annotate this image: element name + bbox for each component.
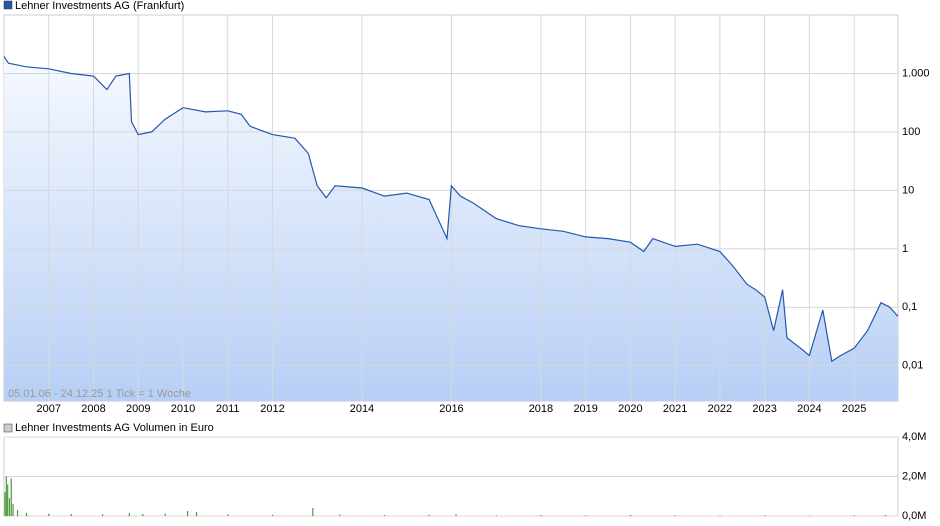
volume-bar <box>540 515 542 516</box>
annotation: 05.01.06 - 24.12.25 1 Tick = 1 Woche <box>8 388 191 400</box>
volume-bar <box>70 514 72 516</box>
x-tick-label: 2016 <box>439 403 463 415</box>
x-tick-label: 2019 <box>573 403 597 415</box>
volume-bar <box>853 515 855 516</box>
volume-bar <box>383 515 386 516</box>
y-tick-label: 4,0M <box>902 431 926 443</box>
volume-bar <box>25 513 28 516</box>
x-tick-label: 2022 <box>708 403 732 415</box>
legend-swatch <box>3 0 13 10</box>
x-tick-label: 2024 <box>797 403 821 415</box>
y-tick-label: 0,1 <box>902 301 917 313</box>
price-line <box>3 56 899 363</box>
volume-bar <box>128 513 130 516</box>
x-tick-label: 2025 <box>842 403 866 415</box>
volume-bar <box>312 508 314 516</box>
volume-bar <box>48 513 50 516</box>
volume-bar <box>585 515 587 516</box>
volume-bar <box>227 514 229 516</box>
volume-bar <box>164 513 166 516</box>
y-tick-label: 2,0M <box>902 470 926 482</box>
x-tick-label: 2009 <box>126 403 150 415</box>
x-tick-label: 2012 <box>260 403 284 415</box>
volume-bar <box>12 504 14 516</box>
y-tick-label: 1 <box>902 243 908 255</box>
volume-bar <box>271 514 274 516</box>
volume-bar <box>428 514 430 516</box>
volume-bar <box>7 484 9 516</box>
volume-bar <box>884 515 887 516</box>
x-tick-label: 2010 <box>171 403 195 415</box>
volume-bar <box>5 476 7 516</box>
x-tick-label: 2020 <box>618 403 642 415</box>
x-tick-label: 2008 <box>81 403 105 415</box>
volume-bar <box>764 515 766 516</box>
x-tick-label: 2023 <box>752 403 776 415</box>
volume-bar <box>10 478 12 516</box>
volume-bar <box>101 514 104 516</box>
legend-swatch <box>3 423 13 433</box>
volume-bar <box>8 498 11 516</box>
volume-bar <box>16 510 19 516</box>
x-tick-label: 2007 <box>37 403 61 415</box>
y-tick-label: 10 <box>902 184 914 196</box>
y-tick-label: 1.000 <box>902 67 930 79</box>
volume-bar <box>186 511 189 516</box>
legend-label: Lehner Investments AG (Frankfurt) <box>15 0 184 12</box>
x-tick-label: 2011 <box>216 403 240 415</box>
volume-bar <box>4 492 6 516</box>
y-tick-label: 100 <box>902 126 920 138</box>
y-tick-label: 0,01 <box>902 360 923 372</box>
volume-bar <box>629 515 632 516</box>
volume-bar <box>339 514 341 516</box>
volume-bar <box>808 515 811 516</box>
volume-bar <box>495 515 497 516</box>
volume-bar <box>195 512 198 516</box>
y-tick-label: 0,0M <box>902 510 926 522</box>
volume-bar <box>455 514 457 516</box>
volume-bar <box>142 514 144 516</box>
volume-bar <box>674 515 676 516</box>
legend-label: Lehner Investments AG Volumen in Euro <box>15 422 214 434</box>
x-tick-label: 2021 <box>663 403 687 415</box>
volume-bar <box>719 515 721 516</box>
x-tick-label: 2014 <box>350 403 374 415</box>
x-tick-label: 2018 <box>529 403 553 415</box>
